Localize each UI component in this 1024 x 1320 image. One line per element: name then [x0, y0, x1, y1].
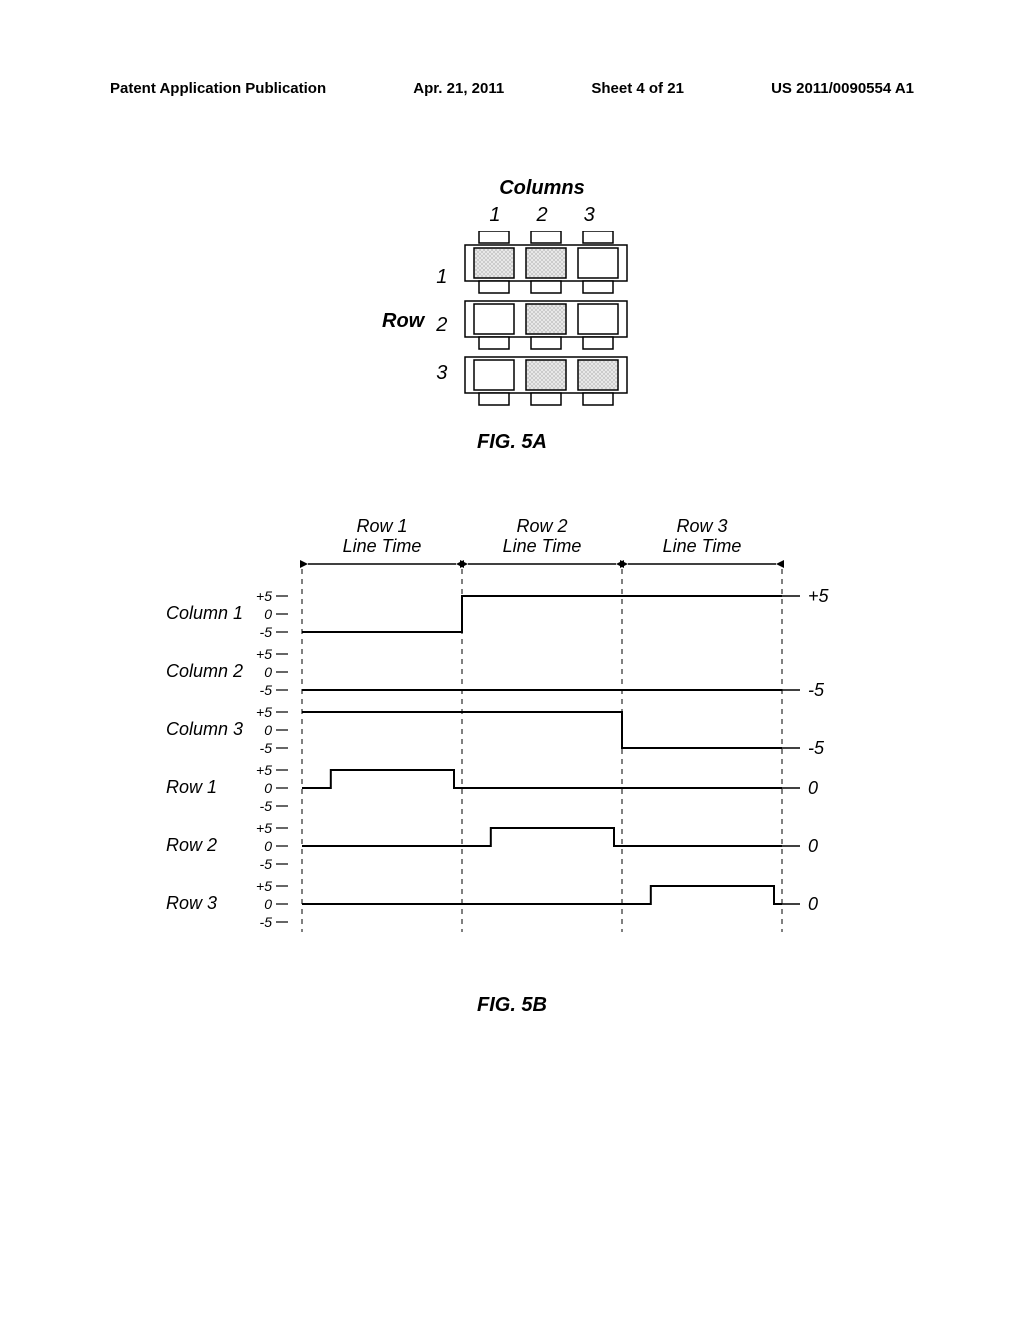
svg-text:0: 0 [264, 664, 272, 680]
col-num-1: 1 [489, 204, 500, 227]
svg-text:Row 2: Row 2 [166, 835, 217, 855]
svg-text:Column 1: Column 1 [166, 603, 243, 623]
svg-text:Row 3: Row 3 [676, 516, 727, 536]
svg-text:-5: -5 [260, 682, 273, 698]
fig-5b-caption: FIG. 5B [110, 994, 914, 1017]
header-pubno: US 2011/0090554 A1 [771, 80, 914, 97]
svg-text:0: 0 [264, 896, 272, 912]
svg-text:Row 1: Row 1 [166, 777, 217, 797]
row-label-block: Row 1 2 3 [382, 256, 447, 386]
column-numbers: 1 2 3 [442, 204, 642, 227]
page: Patent Application Publication Apr. 21, … [0, 0, 1024, 1320]
svg-text:Line Time: Line Time [503, 536, 582, 556]
svg-text:Row 1: Row 1 [356, 516, 407, 536]
svg-text:Line Time: Line Time [343, 536, 422, 556]
svg-text:-5: -5 [808, 738, 825, 758]
svg-text:0: 0 [264, 838, 272, 854]
svg-text:+5: +5 [256, 820, 272, 836]
svg-text:0: 0 [808, 778, 818, 798]
columns-label: Columns [442, 177, 642, 200]
header-date: Apr. 21, 2011 [413, 80, 504, 97]
svg-text:+5: +5 [808, 586, 830, 606]
svg-text:Column 2: Column 2 [166, 661, 243, 681]
svg-text:Line Time: Line Time [663, 536, 742, 556]
fig-5b: Row 1Line TimeRow 2Line TimeRow 3Line Ti… [162, 514, 862, 974]
svg-text:0: 0 [808, 894, 818, 914]
svg-text:Row 2: Row 2 [516, 516, 567, 536]
svg-text:-5: -5 [260, 798, 273, 814]
svg-text:-5: -5 [260, 856, 273, 872]
svg-text:Column 3: Column 3 [166, 719, 243, 739]
svg-text:+5: +5 [256, 704, 272, 720]
svg-text:-5: -5 [260, 624, 273, 640]
fig-5a-caption: FIG. 5A [110, 431, 914, 454]
page-header: Patent Application Publication Apr. 21, … [110, 80, 914, 97]
svg-text:0: 0 [264, 722, 272, 738]
svg-text:+5: +5 [256, 588, 272, 604]
row-num-2: 2 [436, 304, 447, 346]
pixel-grid [461, 231, 641, 411]
row-label: Row [382, 310, 424, 333]
row-num-1: 1 [436, 256, 447, 298]
svg-text:0: 0 [264, 606, 272, 622]
svg-text:+5: +5 [256, 646, 272, 662]
header-title: Patent Application Publication [110, 80, 326, 97]
col-num-3: 3 [584, 204, 595, 227]
svg-text:0: 0 [808, 836, 818, 856]
svg-text:-5: -5 [260, 914, 273, 930]
svg-text:-5: -5 [808, 680, 825, 700]
row-numbers: 1 2 3 [436, 256, 447, 386]
timing-diagram: Row 1Line TimeRow 2Line TimeRow 3Line Ti… [162, 514, 862, 974]
fig-5a: Columns 1 2 3 Row 1 2 3 [382, 177, 642, 411]
svg-text:+5: +5 [256, 762, 272, 778]
grid-row: Row 1 2 3 [382, 231, 642, 411]
row-num-3: 3 [436, 352, 447, 394]
svg-text:-5: -5 [260, 740, 273, 756]
header-sheet: Sheet 4 of 21 [591, 80, 684, 97]
col-num-2: 2 [536, 204, 547, 227]
svg-text:+5: +5 [256, 878, 272, 894]
svg-text:0: 0 [264, 780, 272, 796]
svg-text:Row 3: Row 3 [166, 893, 217, 913]
